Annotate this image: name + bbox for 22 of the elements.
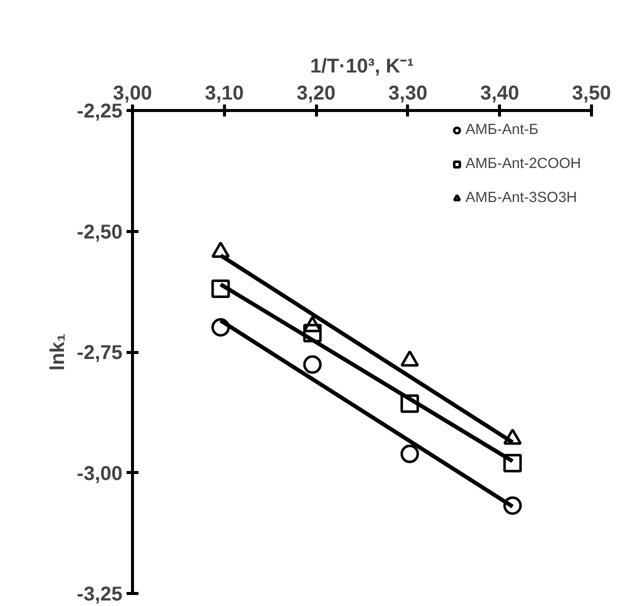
x-tick-label: 3,10: [204, 82, 244, 104]
x-axis-title: 1/T·10³, K⁻¹: [310, 56, 414, 78]
legend-label: АМБ-Ant-Б: [466, 122, 538, 138]
point: [211, 318, 230, 337]
point: [303, 355, 322, 374]
point: [400, 394, 419, 413]
x-tick-label: 3,50: [572, 82, 611, 104]
legend-label: АМБ-Ant-3SO3H: [466, 190, 577, 206]
y-tick-label: -3,00: [76, 462, 123, 485]
x-tick-label: 3,40: [480, 82, 520, 104]
legend-label: АМБ-Ant-2COOH: [466, 156, 581, 172]
x-tick-label: 3,20: [296, 82, 336, 104]
y-tick-label: -3,25: [76, 584, 123, 606]
point: [503, 454, 522, 472]
point: [211, 279, 230, 298]
point: [503, 496, 522, 515]
y-tick-label: -2,75: [76, 342, 123, 364]
point: [400, 444, 419, 464]
x-tick-label: 3,30: [388, 82, 428, 104]
y-tick-label: -2,50: [76, 221, 123, 244]
y-axis-title: lnk₁: [46, 333, 69, 371]
point: [303, 324, 322, 342]
